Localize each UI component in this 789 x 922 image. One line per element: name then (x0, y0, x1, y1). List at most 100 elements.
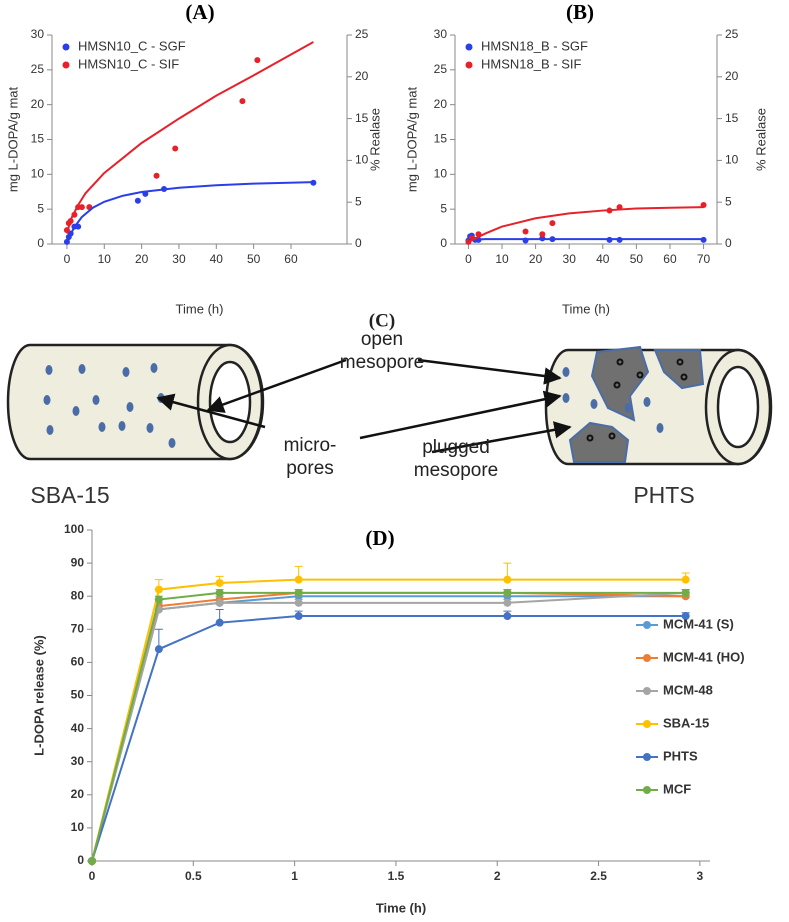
x-tick-label: 40 (596, 252, 610, 266)
y2-tick-label: 5 (355, 194, 362, 208)
legend-marker (643, 786, 651, 794)
legend-label: MCM-41 (HO) (663, 649, 745, 664)
series-line (91, 591, 686, 862)
x-tick-label: 0 (89, 869, 96, 883)
x-tick-label: 30 (563, 252, 577, 266)
chart: (A) 0 10 20 30 40 50 60 0 5 10 15 20 25 30 0 5 10 15 20 25 % … (5, 0, 382, 316)
point (154, 585, 163, 594)
legend-marker (465, 61, 473, 69)
y-tick-label: 10 (71, 820, 85, 834)
legend-marker (62, 43, 70, 51)
point (503, 612, 512, 621)
x-tick-label: 50 (630, 252, 644, 266)
x-tick-label: 0 (465, 252, 472, 266)
legend-label: HMSN10_C - SGF (78, 38, 186, 53)
y2-tick-label: 10 (725, 153, 739, 167)
legend-marker (643, 654, 651, 662)
point (154, 645, 163, 654)
x-tick-label: 1.5 (388, 869, 405, 883)
legend-marker (643, 621, 651, 629)
point (215, 588, 224, 597)
x-axis-label: Time (h) (176, 301, 224, 316)
x-tick-label: 10 (495, 252, 509, 266)
plug (653, 349, 705, 390)
label-line: mesopore (340, 352, 425, 373)
point (503, 598, 512, 607)
y-axis-label: L-DOPA release (%) (31, 635, 46, 756)
point (539, 231, 546, 238)
point (549, 220, 556, 227)
point (239, 98, 246, 105)
legend-marker (643, 753, 651, 761)
y-tick-label: 5 (37, 201, 44, 215)
y2-tick-label: 20 (725, 69, 739, 83)
series-line (91, 595, 686, 862)
series-line (91, 591, 686, 862)
legend-marker (465, 43, 473, 51)
y-tick-label: 70 (71, 621, 85, 635)
point (215, 598, 224, 607)
y2-tick-label: 20 (355, 69, 369, 83)
label-line: micro- (284, 435, 337, 456)
legend-marker (643, 687, 651, 695)
y2-tick-label: 15 (725, 111, 739, 125)
diagram: (C) open mesopore micro- pores (6, 310, 773, 508)
chart-title: (D) (365, 526, 394, 550)
point (215, 618, 224, 627)
y2-tick-label: 25 (725, 27, 739, 41)
legend-label: MCM-41 (S) (663, 616, 734, 631)
x-tick-label: 20 (529, 252, 543, 266)
series-line (91, 578, 686, 862)
point (294, 588, 303, 597)
point (172, 145, 179, 152)
series-line (91, 615, 686, 862)
y-tick-label: 15 (31, 132, 45, 146)
point (503, 575, 512, 584)
arrows (156, 358, 572, 454)
y-tick-label: 80 (71, 588, 85, 602)
chart: (B) 0 10 20 30 40 50 60 70 0 5 10 15 20 25 30 0 5 10 15 20 25… (404, 0, 768, 316)
x-axis-label: Time (h) (562, 301, 610, 316)
label-line: mesopore (414, 460, 499, 481)
point (134, 197, 141, 204)
legend-label: MCF (663, 781, 691, 796)
point (503, 588, 512, 597)
y-tick-label: 30 (31, 27, 45, 41)
y-tick-label: 10 (434, 167, 448, 181)
y-tick-label: 15 (434, 132, 448, 146)
legend-marker (643, 720, 651, 728)
point (294, 598, 303, 607)
y2-tick-label: 10 (355, 153, 369, 167)
legend-label: HMSN18_B - SGF (481, 38, 588, 53)
y2-tick-label: 25 (355, 27, 369, 41)
legend-marker (62, 61, 70, 69)
x-tick-label: 0.5 (185, 869, 202, 883)
x-axis-label: Time (h) (376, 900, 426, 915)
series-line (468, 238, 704, 241)
y-tick-label: 0 (440, 236, 447, 250)
y2-tick-label: 5 (725, 194, 732, 208)
x-tick-label: 0 (64, 252, 71, 266)
x-tick-label: 50 (247, 252, 261, 266)
x-tick-label: 60 (284, 252, 298, 266)
point (294, 612, 303, 621)
point (522, 228, 529, 235)
y-axis-label: mg L-DOPA/g mat (404, 86, 419, 192)
label-line: open (361, 329, 403, 350)
x-tick-label: 10 (98, 252, 112, 266)
y2-tick-label: 0 (355, 236, 362, 250)
chart-title: (B) (566, 0, 594, 24)
y-tick-label: 5 (440, 201, 447, 215)
point (215, 578, 224, 587)
point (681, 612, 690, 621)
diagram-title: (C) (369, 310, 395, 331)
y2-axis-label: % Realase (753, 108, 768, 171)
chart-title: (A) (185, 0, 214, 24)
y2-tick-label: 15 (355, 111, 369, 125)
y-tick-label: 50 (71, 688, 85, 702)
point (681, 575, 690, 584)
y-tick-label: 60 (71, 655, 85, 669)
pore-marks (586, 358, 688, 442)
legend-label: HMSN18_B - SIF (481, 56, 581, 71)
